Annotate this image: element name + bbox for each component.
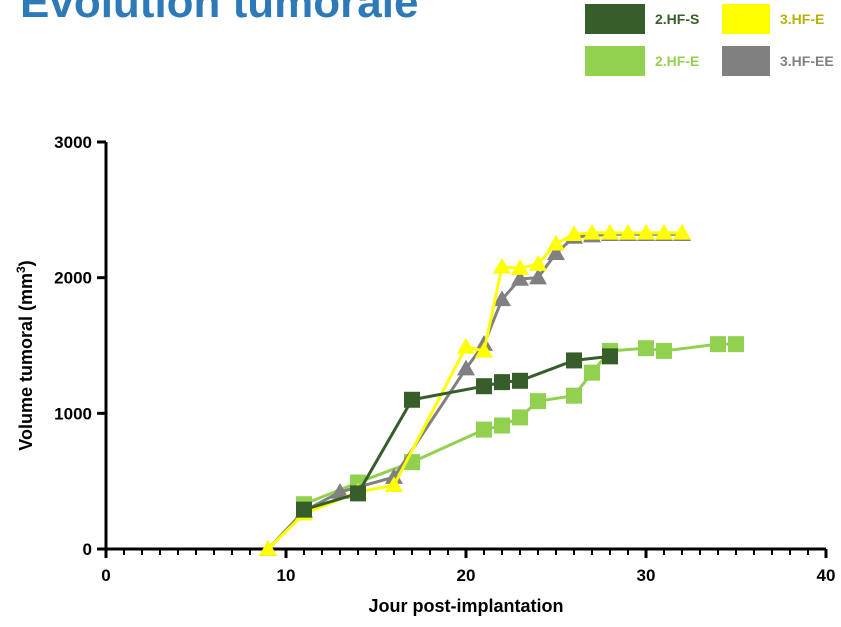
legend-swatch-3hfe bbox=[722, 4, 770, 34]
data-point bbox=[512, 372, 528, 389]
legend: 2.HF-S 3.HF-E 2.HF-E 3.HF-EE bbox=[0, 0, 841, 80]
legend-item-3hfee: 3.HF-EE bbox=[722, 46, 834, 76]
data-point bbox=[404, 391, 420, 408]
y-tick-label: 1000 bbox=[54, 404, 92, 423]
legend-swatch-2hfs bbox=[585, 4, 645, 34]
slide-title: Evolution tumorale bbox=[20, 0, 419, 27]
data-point bbox=[673, 223, 691, 240]
y-tick-label: 0 bbox=[83, 540, 92, 559]
data-point bbox=[529, 268, 547, 285]
legend-label-3hfe: 3.HF-E bbox=[780, 11, 825, 27]
data-point bbox=[655, 223, 673, 240]
x-tick-label: 0 bbox=[101, 566, 110, 585]
data-point bbox=[637, 223, 655, 240]
data-point bbox=[565, 225, 583, 242]
data-point bbox=[385, 476, 403, 492]
data-point bbox=[385, 468, 403, 484]
data-point bbox=[350, 485, 366, 502]
series-2hfs bbox=[296, 348, 618, 518]
axes: 0 10 20 30 40 0 1000 2000 3000 bbox=[54, 133, 835, 585]
legend-item-3hfe: 3.HF-E bbox=[722, 4, 824, 34]
data-point bbox=[529, 255, 547, 271]
y-tick-label: 3000 bbox=[54, 133, 92, 152]
data-point bbox=[656, 342, 672, 359]
legend-swatch-3hfee bbox=[722, 46, 770, 76]
data-point bbox=[457, 359, 475, 376]
data-point bbox=[493, 290, 511, 307]
legend-label-2hfe: 2.HF-E bbox=[655, 53, 700, 69]
series-2hfe bbox=[296, 336, 744, 513]
data-point bbox=[530, 393, 546, 410]
data-point bbox=[511, 270, 529, 286]
data-point bbox=[493, 257, 511, 274]
y-axis-title: Volume tumoral (mm3) bbox=[14, 260, 36, 450]
x-tick-label: 40 bbox=[817, 566, 836, 585]
series-layer bbox=[259, 223, 744, 556]
data-point bbox=[583, 223, 601, 240]
x-tick-label: 20 bbox=[457, 566, 476, 585]
data-point bbox=[457, 337, 475, 354]
y-tick-label: 2000 bbox=[54, 269, 92, 288]
data-point bbox=[331, 483, 349, 499]
data-point bbox=[512, 409, 528, 426]
legend-item-2hfs: 2.HF-S bbox=[585, 4, 699, 34]
data-point bbox=[476, 378, 492, 395]
legend-label-2hfs: 2.HF-S bbox=[655, 11, 700, 27]
data-point bbox=[619, 223, 637, 240]
series-3hfe bbox=[259, 223, 691, 556]
data-point bbox=[601, 223, 619, 240]
data-point bbox=[475, 341, 493, 358]
x-tick-label: 30 bbox=[637, 566, 656, 585]
x-tick-label: 10 bbox=[277, 566, 296, 585]
data-point bbox=[494, 417, 510, 434]
data-point bbox=[511, 259, 529, 275]
legend-swatch-2hfe bbox=[585, 46, 645, 76]
data-point bbox=[566, 387, 582, 404]
legend-label-3hfee: 3.HF-EE bbox=[780, 53, 834, 69]
data-point bbox=[638, 340, 654, 357]
data-point bbox=[584, 364, 600, 381]
data-point bbox=[710, 336, 726, 353]
data-point bbox=[547, 244, 565, 260]
data-point bbox=[296, 501, 312, 518]
data-point bbox=[602, 348, 618, 365]
data-point bbox=[259, 540, 277, 556]
data-point bbox=[547, 234, 565, 251]
data-point bbox=[728, 336, 744, 353]
data-point bbox=[476, 421, 492, 438]
series-line-2hfs bbox=[303, 354, 611, 512]
data-point bbox=[566, 352, 582, 369]
x-axis-title: Jour post-implantation bbox=[369, 596, 564, 616]
data-point bbox=[494, 374, 510, 391]
legend-item-2hfe: 2.HF-E bbox=[585, 46, 699, 76]
